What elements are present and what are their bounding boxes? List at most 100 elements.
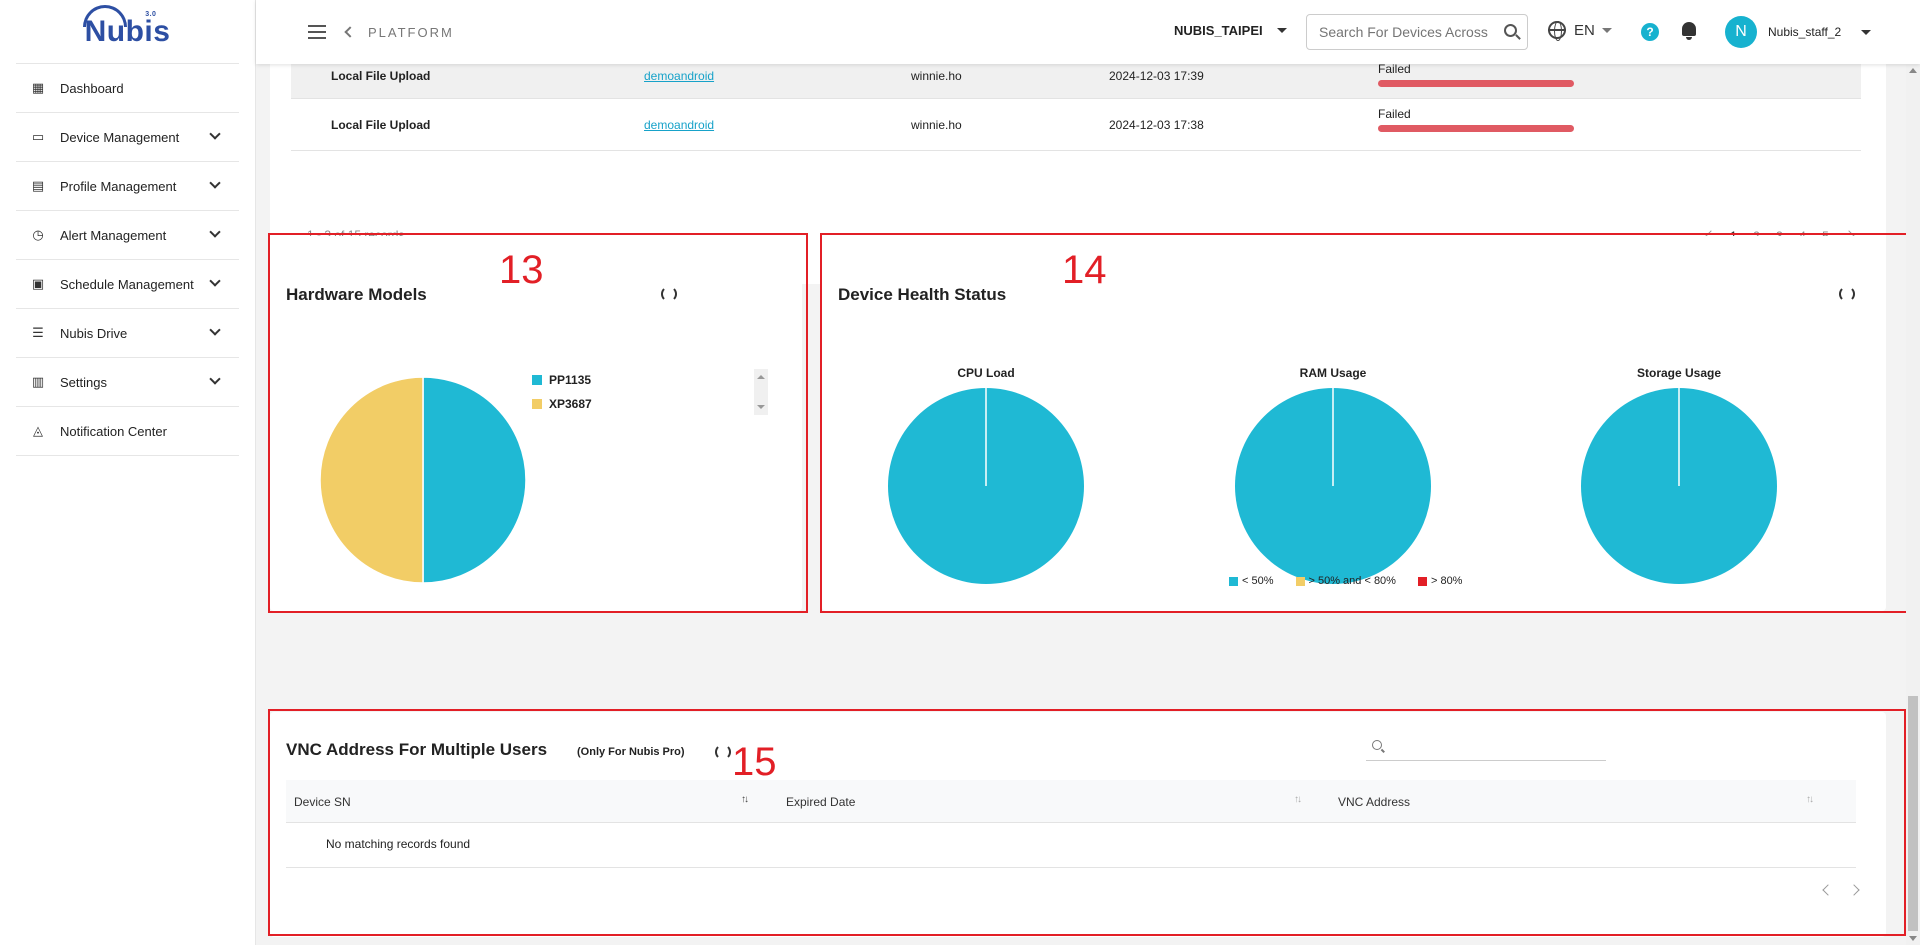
vnc-title: VNC Address For Multiple Users (286, 740, 548, 759)
health-pie-ram-usage (1235, 388, 1431, 584)
upload-type: Local File Upload (331, 69, 431, 83)
top-header: PLATFORM NUBIS_TAIPEI EN ? N Nubis_staff… (256, 0, 1920, 64)
legend-item[interactable]: < 50% (1229, 575, 1274, 587)
sidebar-item-nubis-drive[interactable]: ☰ Nubis Drive (16, 309, 239, 358)
next-page-icon[interactable] (1848, 884, 1860, 896)
logo[interactable]: Nubis 3.0 (16, 0, 239, 64)
caret-down-icon (1601, 27, 1612, 33)
health-legend: < 50% > 50% and < 80% > 80% (1229, 575, 1462, 587)
legend-swatch (1417, 576, 1427, 586)
scroll-down-icon[interactable] (1909, 936, 1917, 941)
sidebar-item-label: Notification Center (60, 423, 167, 439)
status-progress: Failed (1378, 107, 1574, 132)
annotation-number-15: 15 (732, 740, 777, 784)
list-icon: ☰ (32, 325, 44, 340)
device-link[interactable]: demoandroid (644, 117, 715, 132)
legend-item[interactable]: PP1135 (532, 368, 592, 392)
legend-label: XP3687 (549, 397, 592, 411)
profile-icon: ▤ (31, 178, 45, 193)
status-label: Failed (1378, 107, 1411, 121)
breadcrumb[interactable]: PLATFORM (368, 24, 454, 40)
prev-page-icon[interactable] (1822, 884, 1834, 896)
annotation-number-14: 14 (1062, 248, 1107, 292)
device-health-title: Device Health Status (838, 285, 1007, 304)
sidebar-item-settings[interactable]: ▥ Settings (16, 358, 239, 407)
avatar[interactable]: N (1725, 16, 1757, 48)
calendar-icon: ▣ (31, 276, 45, 291)
global-search-input[interactable] (1319, 24, 1499, 40)
global-search (1306, 14, 1528, 50)
device-link[interactable]: demoandroid (644, 69, 715, 83)
sidebar-item-label: Nubis Drive (60, 325, 128, 341)
column-expired-date[interactable]: Expired Date (786, 795, 856, 809)
sidebar-item-dashboard[interactable]: ▦ Dashboard (16, 64, 239, 113)
legend-item[interactable]: > 80% (1417, 575, 1462, 587)
sort-icon[interactable]: ↑↓ (741, 794, 749, 805)
health-pie-cpu-load (888, 388, 1084, 584)
user-menu[interactable]: Nubis_staff_2 (1768, 25, 1872, 39)
health-chart-label: Storage Usage (1636, 366, 1722, 380)
column-vnc-address[interactable]: VNC Address (1338, 795, 1411, 809)
hardware-models-title: Hardware Models (286, 285, 427, 304)
upload-user: winnie.ho (911, 117, 962, 132)
username: Nubis_staff_2 (1768, 25, 1842, 39)
globe-icon (1548, 21, 1566, 41)
sidebar-item-notification-center[interactable]: ◬ Notification Center (16, 407, 239, 456)
sidebar-item-alert-management[interactable]: ◷ Alert Management (16, 211, 239, 260)
sidebar-item-schedule-management[interactable]: ▣ Schedule Management (16, 260, 239, 309)
upload-user: winnie.ho (911, 69, 962, 83)
caret-down-icon (1276, 28, 1287, 33)
search-icon[interactable] (1504, 24, 1517, 37)
empty-message: No matching records found (326, 837, 471, 851)
notification-bell-icon[interactable] (1682, 22, 1696, 40)
refresh-icon[interactable] (1839, 286, 1855, 302)
legend-swatch (532, 375, 542, 385)
vnc-table-header: Device SN ↑↓ Expired Date ↑↓ VNC Address… (286, 780, 1856, 822)
legend-label: PP1135 (549, 373, 592, 387)
language-selector[interactable]: EN (1548, 21, 1612, 41)
upload-time: 2024-12-03 17:39 (1109, 69, 1204, 83)
health-pie-storage-usage (1581, 388, 1777, 584)
search-icon (1372, 740, 1382, 750)
help-icon[interactable]: ? (1641, 23, 1659, 41)
table-row: Local File Upload demoandroid winnie.ho … (291, 99, 1861, 151)
legend-item[interactable]: > 50% and < 80% (1295, 575, 1396, 587)
hardware-models-pie (319, 376, 527, 584)
sort-icon[interactable]: ↑↓ (1294, 794, 1302, 805)
sidebar-item-label: Settings (60, 374, 107, 390)
annotation-number-13: 13 (499, 248, 544, 292)
scroll-up-icon[interactable] (1909, 68, 1917, 73)
settings-doc-icon: ▥ (31, 374, 45, 389)
sidebar-item-device-management[interactable]: ▭ Device Management (16, 113, 239, 162)
sidebar-item-label: Profile Management (60, 178, 177, 194)
legend-item[interactable]: XP3687 (532, 392, 592, 416)
dashboard-icon: ▦ (31, 80, 45, 95)
main-content: Local File Upload demoandroid winnie.ho … (256, 54, 1914, 945)
scroll-thumb[interactable] (1908, 696, 1918, 931)
refresh-icon[interactable] (661, 286, 677, 302)
sidebar-item-profile-management[interactable]: ▤ Profile Management (16, 162, 239, 211)
legend-swatch (532, 399, 542, 409)
legend-scrollbar[interactable] (754, 369, 768, 415)
vnc-search-field[interactable] (1366, 731, 1606, 761)
column-device-sn[interactable]: Device SN (294, 795, 351, 809)
devices-icon: ▭ (31, 129, 45, 144)
pie-slice-pp1135[interactable] (422, 376, 527, 584)
hamburger-menu-icon[interactable] (308, 25, 326, 39)
vnc-address-card: VNC Address For Multiple Users (Only For… (270, 712, 1886, 937)
tenant-selector[interactable]: NUBIS_TAIPEI (1174, 23, 1287, 38)
pie-slice-xp3687[interactable] (319, 376, 424, 584)
sidebar-nav: ▦ Dashboard ▭ Device Management ▤ Profile Man… (16, 64, 239, 456)
sidebar-item-label: Schedule Management (60, 276, 194, 292)
chevron-down-icon (209, 275, 221, 287)
status-progress: Failed (1378, 62, 1574, 87)
page-scrollbar[interactable] (1906, 64, 1920, 945)
back-chevron-icon[interactable] (344, 26, 356, 38)
divider (286, 822, 1856, 823)
sort-icon[interactable]: ↑↓ (1806, 794, 1814, 805)
tenant-label: NUBIS_TAIPEI (1174, 23, 1263, 38)
refresh-icon[interactable] (715, 744, 731, 760)
upload-history-table: Local File Upload demoandroid winnie.ho … (291, 54, 1861, 151)
hardware-models-card: Hardware Models PP1135 XP3687 (270, 236, 802, 611)
legend-label: > 50% and < 80% (1308, 575, 1396, 587)
